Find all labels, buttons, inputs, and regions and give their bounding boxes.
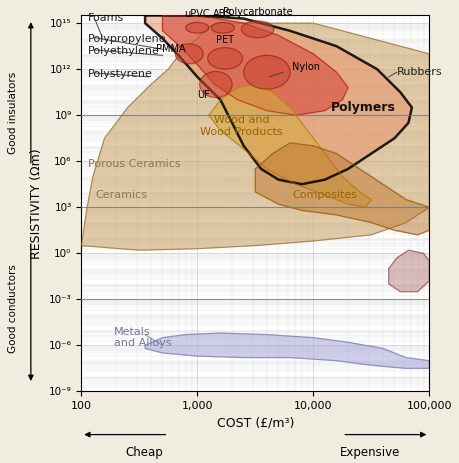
Ellipse shape: [211, 22, 235, 33]
Text: Composites: Composites: [292, 190, 358, 200]
Polygon shape: [255, 143, 429, 235]
Polygon shape: [162, 15, 348, 115]
Ellipse shape: [244, 56, 290, 89]
Polygon shape: [81, 23, 429, 250]
Text: Porous Ceramics: Porous Ceramics: [88, 159, 181, 169]
Ellipse shape: [200, 71, 232, 98]
Polygon shape: [389, 250, 429, 292]
Text: Polystyrene: Polystyrene: [88, 69, 153, 79]
Ellipse shape: [241, 21, 274, 38]
Polygon shape: [145, 333, 429, 369]
Ellipse shape: [208, 48, 242, 69]
Text: PET: PET: [216, 35, 234, 44]
Text: Polypropylene: Polypropylene: [88, 33, 167, 44]
Text: Wood and
Wood Products: Wood and Wood Products: [200, 115, 283, 137]
Text: Nylon: Nylon: [292, 62, 320, 72]
Text: UF: UF: [197, 90, 209, 100]
Text: PMMA: PMMA: [156, 44, 185, 54]
X-axis label: COST (£/m³): COST (£/m³): [217, 417, 294, 430]
Text: Foams: Foams: [88, 13, 124, 23]
Text: Cheap: Cheap: [125, 446, 163, 459]
Polygon shape: [209, 85, 371, 207]
Polygon shape: [145, 15, 412, 184]
Text: Metals
and Alloys: Metals and Alloys: [114, 327, 171, 349]
Y-axis label: RESISTIVITY (Ωm): RESISTIVITY (Ωm): [30, 148, 43, 259]
Text: Rubbers: Rubbers: [397, 67, 442, 77]
Text: uPVC: uPVC: [185, 9, 210, 19]
Text: Polymers: Polymers: [330, 101, 396, 114]
Text: Polyethylene: Polyethylene: [88, 46, 160, 56]
Text: Polycarbonate: Polycarbonate: [223, 7, 292, 17]
Text: ABS: ABS: [213, 9, 233, 19]
Text: Expensive: Expensive: [340, 446, 400, 459]
Ellipse shape: [175, 44, 203, 64]
Text: Ceramics: Ceramics: [95, 190, 147, 200]
Text: Good insulators: Good insulators: [8, 72, 18, 154]
Ellipse shape: [186, 22, 209, 33]
Text: Good conductors: Good conductors: [8, 264, 18, 353]
